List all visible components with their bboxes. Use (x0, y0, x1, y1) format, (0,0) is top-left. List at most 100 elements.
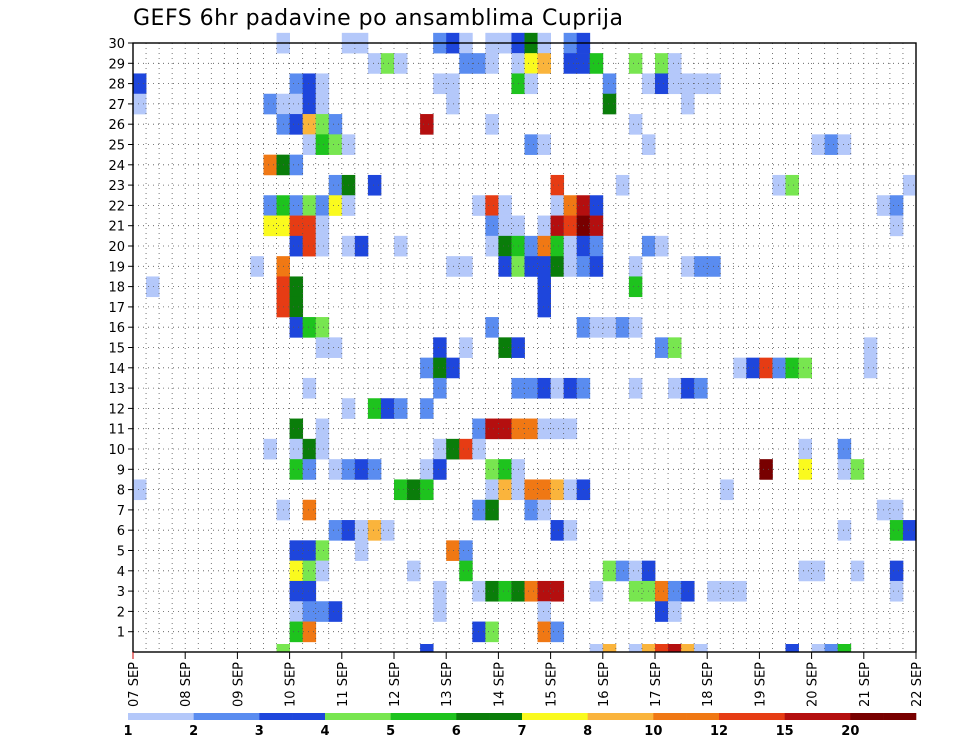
colorbar-label: 20 (841, 724, 859, 739)
colorbar-segment (653, 713, 687, 720)
heatmap-cell (537, 215, 551, 237)
heatmap-cell (524, 479, 538, 501)
heatmap-cell (889, 215, 904, 237)
heatmap-cell (615, 317, 630, 338)
y-tick-label: 26 (108, 118, 125, 133)
heatmap-cell (133, 479, 147, 501)
y-tick-label: 8 (117, 484, 125, 499)
heatmap-cell (433, 357, 447, 379)
heatmap-cell (328, 195, 343, 216)
heatmap-cell (655, 337, 669, 358)
heatmap-cell (315, 337, 330, 358)
heatmap-cell (628, 53, 643, 74)
heatmap-cell (459, 53, 473, 74)
colorbar-label: 4 (320, 724, 329, 739)
heatmap-cell (628, 644, 643, 653)
heatmap-cell (563, 479, 578, 501)
heatmap-cell (589, 580, 604, 602)
colorbar-segment (423, 713, 457, 720)
heatmap-cell (655, 644, 669, 653)
heatmap-cell (798, 560, 812, 582)
heatmap-cell (328, 134, 343, 155)
heatmap-cell (459, 256, 473, 277)
colorbar-segment (489, 713, 523, 720)
heatmap-cell (485, 114, 499, 135)
heatmap-cell (498, 580, 512, 602)
heatmap-cell (289, 93, 304, 115)
heatmap-cell (668, 337, 682, 358)
heatmap-cell (785, 357, 799, 379)
y-tick-label: 7 (117, 504, 125, 519)
heatmap-cell (289, 418, 304, 440)
heatmap-cell (472, 418, 486, 440)
heatmap-cell (394, 479, 408, 501)
heatmap-cell (328, 174, 343, 196)
heatmap-cell (524, 580, 538, 602)
heatmap-cell (655, 601, 669, 622)
heatmap-cell (550, 479, 565, 501)
heatmap-cell (328, 601, 343, 622)
heatmap-cell (537, 134, 551, 155)
heatmap-cell (146, 276, 160, 298)
axis-layer: 1234567891011121314151617181920212223242… (108, 37, 925, 707)
heatmap-cell (563, 235, 578, 257)
heatmap-cell (289, 154, 304, 176)
y-tick-label: 25 (108, 139, 125, 154)
heatmap-cell (394, 235, 408, 257)
y-tick-label: 2 (117, 605, 125, 620)
heatmap-cell (354, 235, 369, 257)
heatmap-cell (498, 256, 512, 277)
heatmap-cell (524, 377, 538, 399)
y-tick-label: 1 (117, 626, 125, 641)
heatmap-cell (289, 540, 304, 561)
y-tick-label: 3 (117, 585, 125, 600)
colorbar-label: 6 (452, 724, 461, 739)
heatmap-cell (485, 459, 499, 480)
heatmap-cell (263, 154, 277, 176)
heatmap-cell (472, 499, 486, 521)
heatmap-cell (589, 644, 604, 653)
heatmap-cell (328, 337, 343, 358)
y-tick-label: 5 (117, 545, 125, 560)
colorbar-segment (456, 713, 490, 720)
y-tick-label: 27 (108, 98, 125, 113)
heatmap-cell (498, 215, 512, 237)
heatmap-cell (328, 459, 343, 480)
heatmap-cell (824, 134, 839, 155)
heatmap-cell (289, 276, 304, 298)
colorbar-segment (357, 713, 391, 720)
heatmap-cell (563, 53, 578, 74)
heatmap-cell (315, 317, 330, 338)
heatmap-cell (433, 438, 447, 460)
heatmap-cell (315, 114, 330, 135)
heatmap-cell (328, 520, 343, 541)
heatmap-cell (811, 644, 826, 653)
heatmap-cell (824, 644, 839, 653)
heatmap-cell (720, 580, 734, 602)
heatmap-cell (537, 479, 551, 501)
heatmap-cell (550, 256, 565, 277)
heatmap-cell (367, 520, 382, 541)
heatmap-cell (433, 459, 447, 480)
heatmap-cell (641, 644, 656, 653)
heatmap-cell (498, 418, 512, 440)
heatmap-cell (550, 215, 565, 237)
heatmap-cell (798, 438, 812, 460)
heatmap-cell (459, 438, 473, 460)
y-tick-label: 28 (108, 78, 125, 93)
heatmap-cell (354, 540, 369, 561)
heatmap-cell (289, 459, 304, 480)
heatmap-cell (694, 73, 708, 95)
heatmap-cell (681, 73, 695, 95)
heatmap-cell (563, 418, 578, 440)
colorbar-segment (686, 713, 720, 720)
heatmap-cell (302, 438, 317, 460)
heatmap-cell (498, 195, 512, 216)
y-tick-label: 11 (108, 423, 125, 438)
x-tick-label: 15 SEP (545, 662, 560, 707)
grid-layer (133, 42, 916, 652)
colorbar-segment (292, 713, 326, 720)
heatmap-cell (550, 195, 565, 216)
